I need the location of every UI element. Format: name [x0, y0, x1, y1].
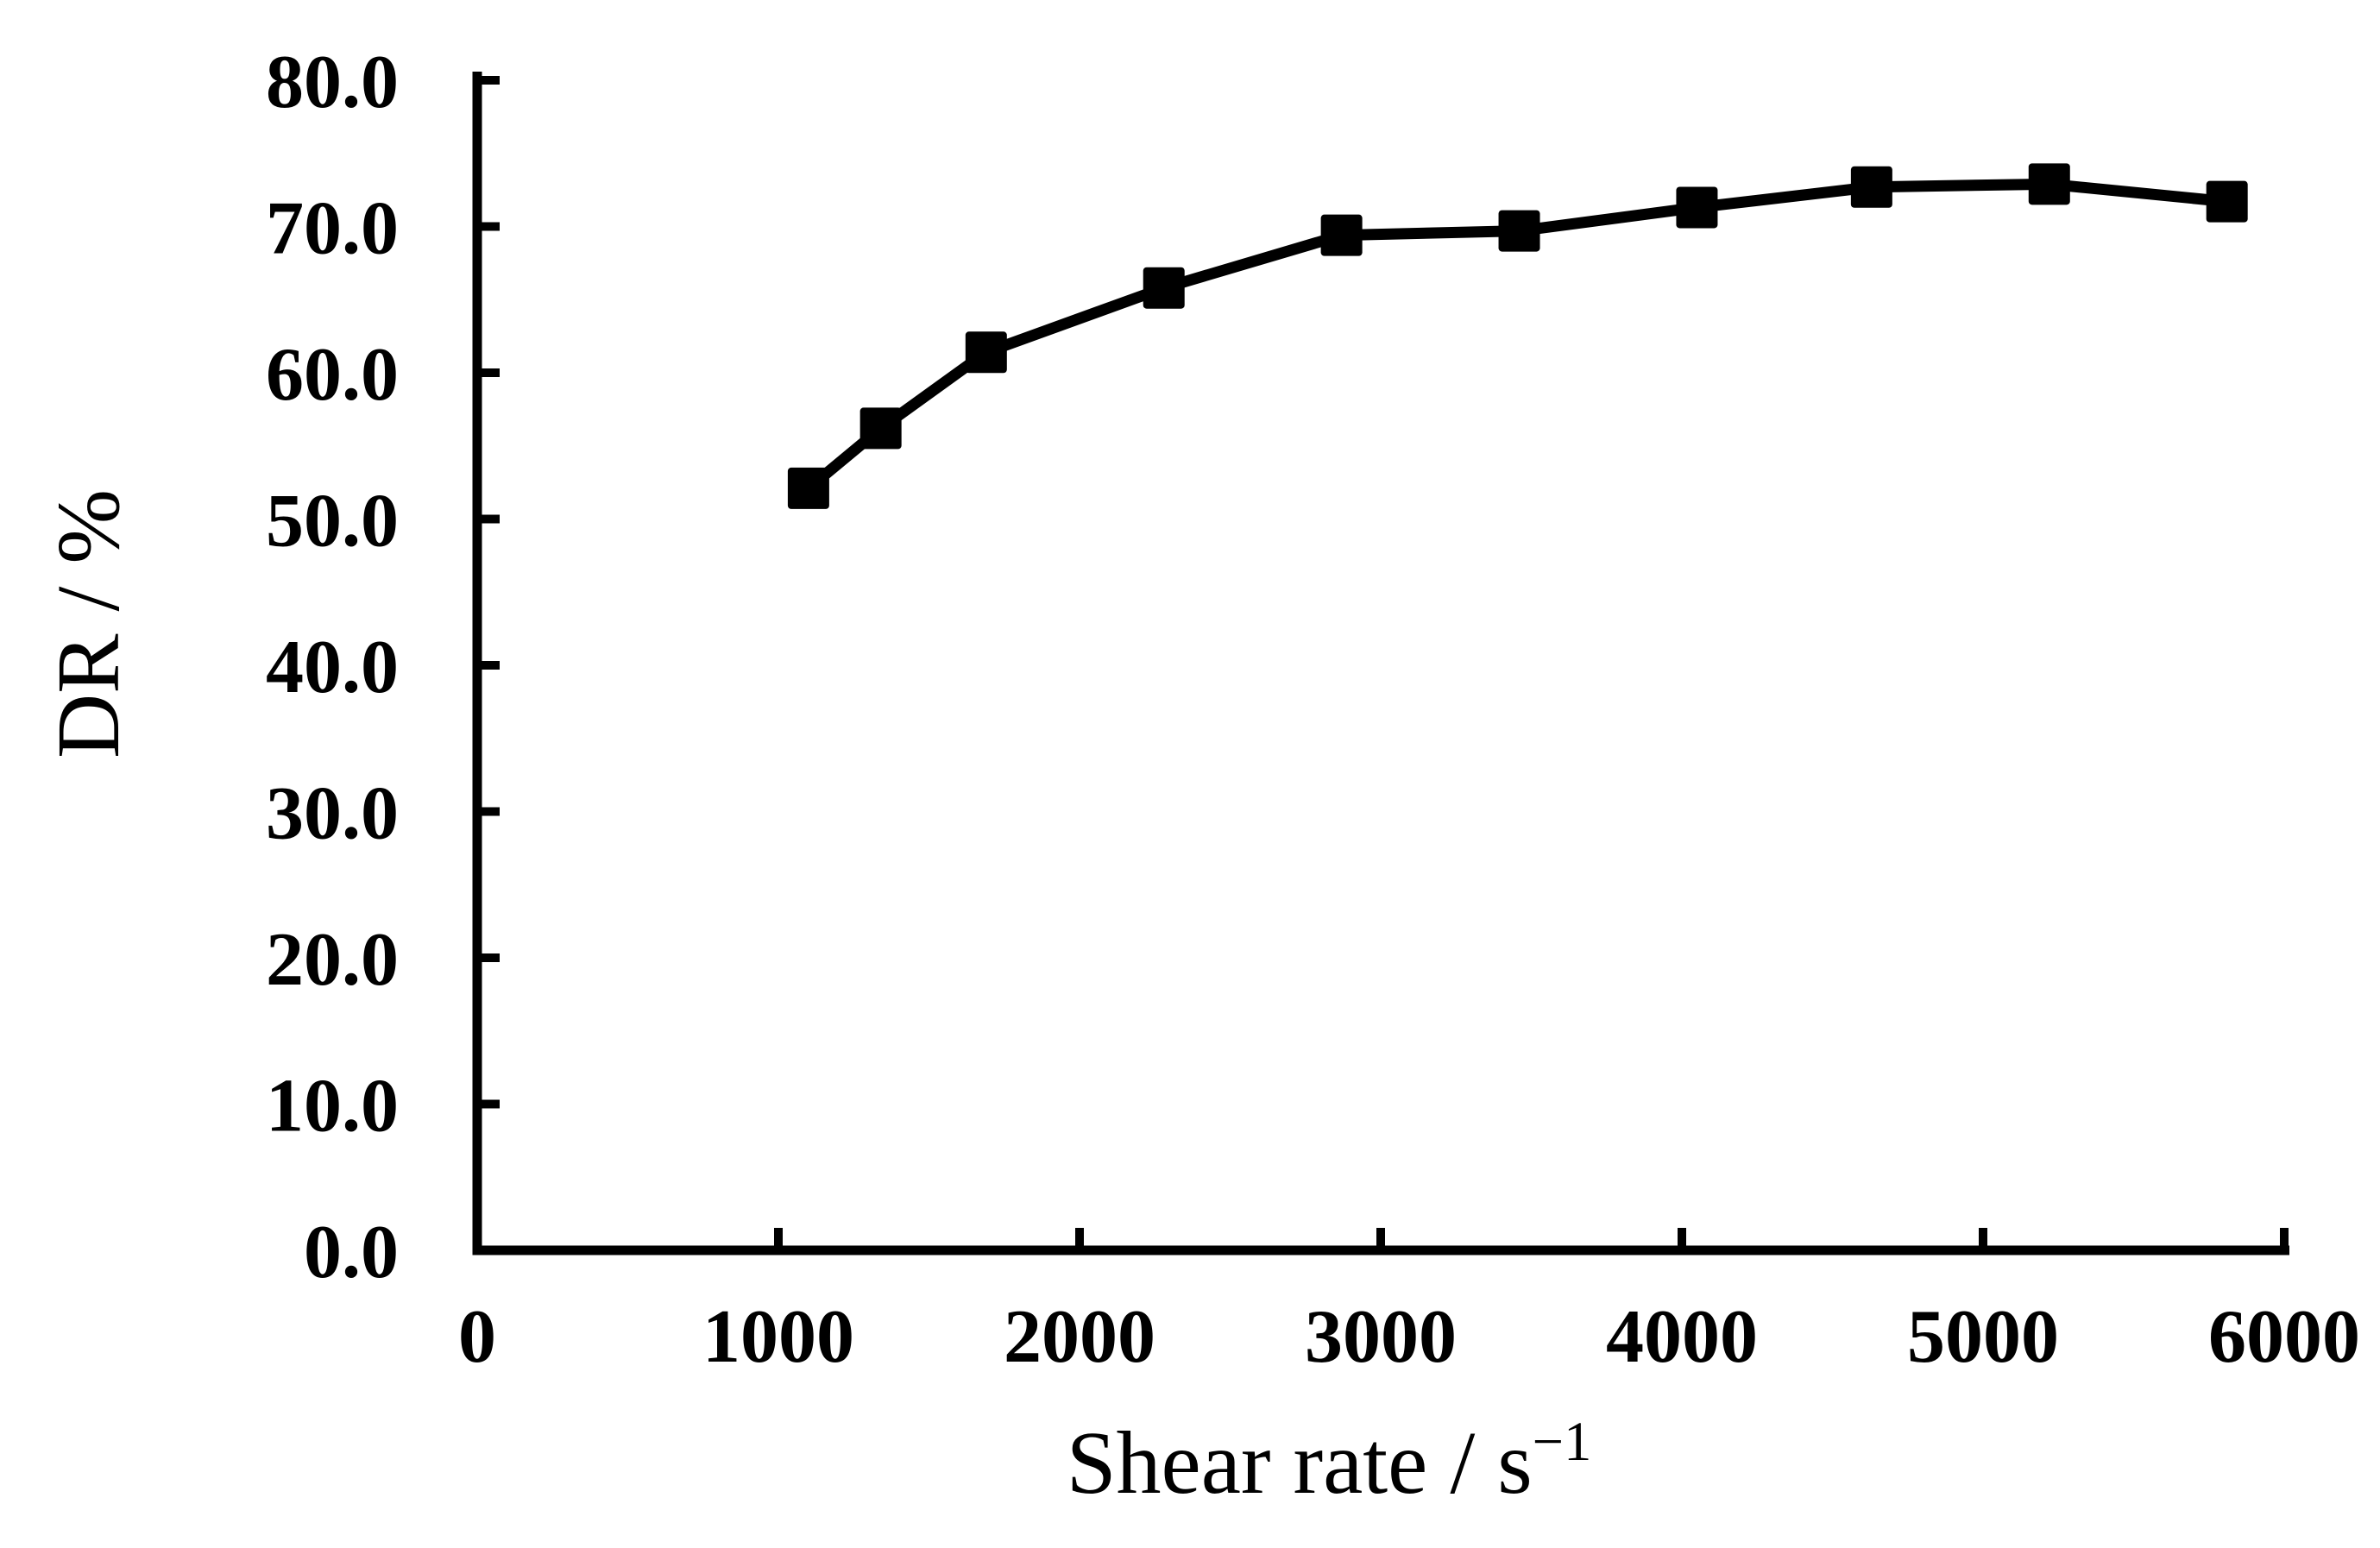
- x-tick-label: 0: [458, 1295, 496, 1379]
- x-tick-label: 2000: [1004, 1295, 1155, 1379]
- y-tick-label: 30.0: [266, 772, 399, 856]
- y-tick-label: 40.0: [266, 626, 399, 709]
- y-tick-label: 50.0: [266, 480, 399, 563]
- y-tick-label: 0.0: [304, 1211, 399, 1294]
- data-point-marker: [1676, 186, 1718, 229]
- x-axis-title: Shear rate / s−1: [1066, 1411, 1592, 1513]
- data-point-marker: [1498, 210, 1540, 252]
- x-axis-title-text: Shear rate / s: [1066, 1413, 1533, 1513]
- series-line: [803, 178, 2233, 494]
- data-point-marker: [965, 331, 1007, 374]
- data-point-marker: [859, 407, 902, 450]
- y-axis-title: DR / %: [39, 489, 138, 758]
- data-point-marker: [787, 467, 829, 509]
- y-tick-label: 70.0: [266, 187, 399, 271]
- x-tick-label: 5000: [1907, 1295, 2059, 1379]
- x-tick-label: 1000: [702, 1295, 854, 1379]
- y-tick-label: 80.0: [266, 41, 399, 124]
- x-tick-label: 4000: [1606, 1295, 1758, 1379]
- y-tick-label: 20.0: [266, 918, 399, 1002]
- data-point-marker: [1143, 267, 1185, 309]
- y-tick-label: 60.0: [266, 333, 399, 417]
- x-axis-title-superscript: −1: [1532, 1411, 1592, 1472]
- x-tick-label: 6000: [2208, 1295, 2360, 1379]
- x-tick-label: 3000: [1305, 1295, 1457, 1379]
- data-point-marker: [1850, 166, 1892, 208]
- y-tick-label: 10.0: [266, 1065, 399, 1148]
- data-point-marker: [2206, 180, 2248, 223]
- data-point-marker: [1320, 214, 1363, 256]
- data-point-marker: [2028, 163, 2070, 205]
